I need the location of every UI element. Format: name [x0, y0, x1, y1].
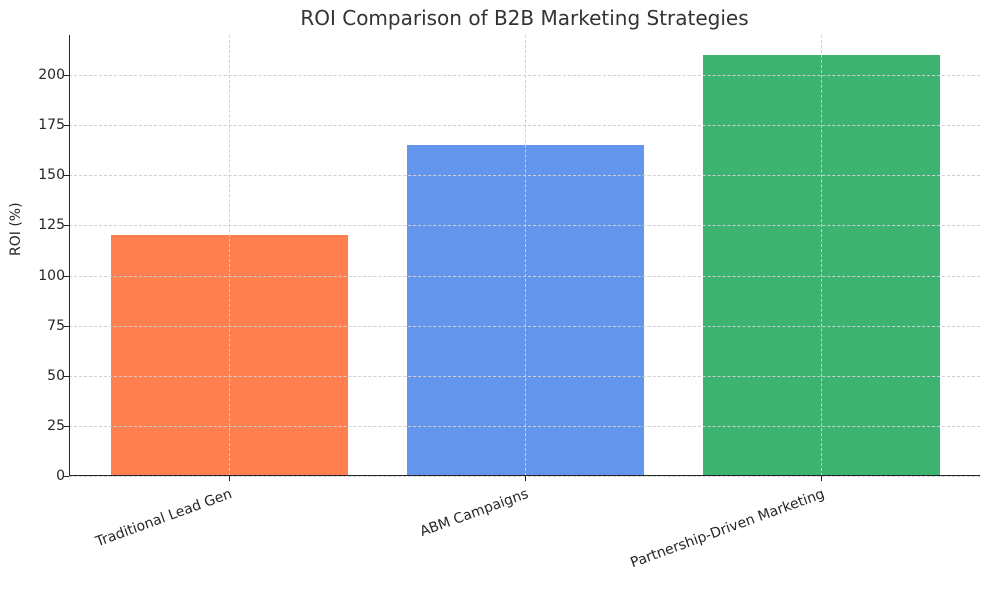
gridline-horizontal [69, 125, 980, 127]
y-tick-mark [64, 125, 69, 127]
x-tick-label: Partnership-Driven Marketing [628, 486, 827, 572]
gridline-horizontal [69, 425, 980, 427]
x-tick-label: ABM Campaigns [417, 486, 531, 541]
gridline-vertical [525, 35, 526, 476]
x-tick-mark [229, 476, 230, 481]
gridline-vertical [229, 35, 230, 476]
gridline-vertical [821, 35, 822, 476]
y-tick-mark [64, 375, 69, 377]
y-tick-mark [64, 476, 69, 477]
y-axis [69, 35, 70, 476]
y-tick-mark [64, 325, 69, 327]
x-tick-mark [821, 476, 822, 481]
y-tick-label: 75 [47, 317, 65, 334]
y-tick-label: 150 [38, 167, 65, 184]
y-tick-label: 50 [47, 367, 65, 384]
plot-area [69, 35, 980, 477]
y-tick-mark [64, 175, 69, 177]
y-tick-label: 125 [38, 217, 65, 234]
y-tick-mark [64, 75, 69, 77]
y-tick-label: 25 [47, 417, 65, 434]
y-tick-label: 200 [38, 67, 65, 84]
gridline-horizontal [69, 375, 980, 377]
gridline-horizontal [69, 476, 980, 477]
y-tick-mark [64, 425, 69, 427]
gridline-horizontal [69, 325, 980, 327]
gridline-horizontal [69, 75, 980, 77]
gridline-horizontal [69, 275, 980, 277]
y-tick-label: 100 [38, 267, 65, 284]
x-axis [69, 475, 980, 476]
y-axis-label: ROI (%) [8, 202, 24, 256]
x-tick-mark [525, 476, 526, 481]
y-tick-label: 0 [56, 468, 65, 484]
chart-title: ROI Comparison of B2B Marketing Strategi… [300, 6, 749, 30]
x-tick-label: Traditional Lead Gen [93, 486, 235, 551]
y-tick-label: 175 [38, 117, 65, 134]
gridline-horizontal [69, 225, 980, 227]
gridline-horizontal [69, 175, 980, 177]
y-tick-mark [64, 275, 69, 277]
y-tick-mark [64, 225, 69, 227]
